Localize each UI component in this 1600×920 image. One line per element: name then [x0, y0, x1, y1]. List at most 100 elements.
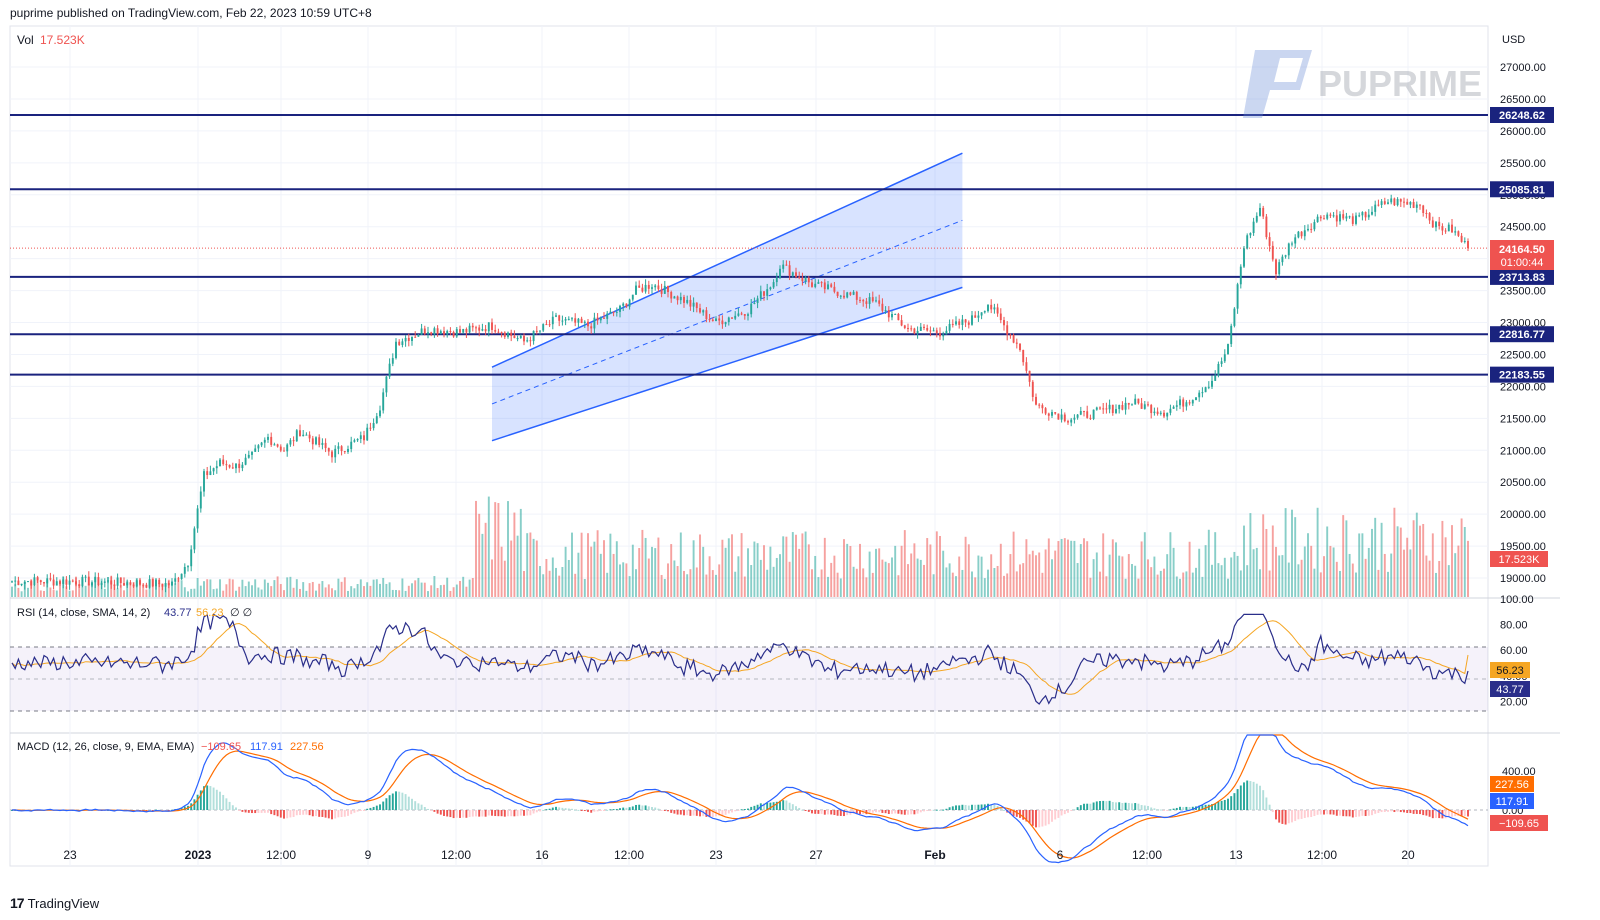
macd-hist-bar	[1255, 783, 1258, 810]
volume-bar	[286, 577, 289, 597]
volume-bar	[705, 574, 708, 597]
candle-body	[715, 318, 717, 322]
volume-bar	[1086, 541, 1089, 597]
volume-bar	[1364, 558, 1367, 597]
macd-hist-bar	[644, 805, 647, 810]
candle-body	[519, 335, 522, 339]
rsi-sma-badge-text: 56.23	[1496, 665, 1524, 677]
macd-hist-bar	[244, 810, 247, 813]
volume-bar	[203, 581, 205, 597]
candle-body	[1230, 325, 1233, 345]
volume-bar	[513, 512, 516, 597]
macd-value: 117.91	[250, 741, 283, 753]
volume-bar	[846, 543, 849, 597]
macd-hist-bar	[542, 809, 545, 811]
channel-lower-line[interactable]	[491, 286, 963, 442]
volume-bar	[417, 577, 420, 597]
candle-body	[151, 579, 154, 587]
candle-body	[1038, 404, 1041, 406]
candle-body	[766, 289, 769, 296]
volume-bar	[1351, 563, 1354, 597]
volume-bar	[1265, 528, 1268, 597]
volume-bar	[1031, 550, 1034, 597]
candle-body	[939, 332, 941, 337]
macd-hist-bar	[1175, 807, 1178, 810]
candle-body	[318, 437, 321, 445]
volume-bar	[1425, 555, 1428, 597]
macd-hist-bar	[462, 810, 465, 818]
candle-body	[1335, 215, 1338, 222]
volume-bar	[1115, 542, 1117, 597]
candle-body	[414, 336, 417, 338]
volume-bar	[1303, 546, 1306, 597]
volume-bar	[942, 550, 945, 597]
candle-body	[737, 313, 740, 316]
volume-bar	[1054, 550, 1057, 597]
macd-hist-bar	[724, 810, 727, 815]
candle-body	[164, 583, 167, 587]
candle-body	[1371, 211, 1373, 215]
volume-bar	[1012, 531, 1015, 597]
volume-bar	[36, 577, 39, 597]
candle-body	[1422, 205, 1425, 213]
macd-hist-bar	[513, 810, 516, 817]
macd-hist-bar	[977, 804, 980, 810]
volume-bar	[279, 584, 282, 597]
macd-hist-bar	[1428, 810, 1431, 817]
candle-body	[171, 581, 173, 586]
macd-hist-bar	[990, 804, 993, 810]
volume-bar	[996, 565, 999, 597]
candle-body	[596, 317, 599, 321]
volume-bar	[903, 530, 906, 597]
candle-body	[657, 285, 660, 290]
volume-bar	[1063, 538, 1066, 597]
macd-hist-bar	[215, 789, 218, 810]
volume-bar	[1383, 553, 1386, 597]
candle-body	[126, 582, 129, 586]
candle-body	[475, 327, 477, 329]
macd-hist-bar	[548, 808, 551, 810]
price-tick: 22000.00	[1500, 381, 1546, 393]
candle-body	[1182, 399, 1185, 407]
candle-body	[59, 581, 61, 584]
candle-body	[1265, 216, 1268, 238]
macd-hist-bar	[500, 810, 503, 817]
candle-body	[887, 310, 890, 318]
volume-bar	[817, 577, 820, 597]
volume-bar	[791, 532, 794, 597]
volume-bar	[359, 579, 362, 597]
chart-svg[interactable]: PUPRIME Vol 17.523K USD 27000.00 26500.00…	[0, 0, 1600, 880]
volume-bar	[1252, 549, 1255, 597]
volume-bar	[443, 584, 445, 597]
volume-bar	[1009, 554, 1012, 597]
candle-body	[987, 304, 989, 312]
candle-body	[1339, 214, 1341, 222]
candle-body	[174, 578, 177, 582]
volume-bar	[782, 536, 785, 597]
volume-bar	[1467, 540, 1469, 597]
macd-hist-bar	[1435, 810, 1437, 818]
macd-hist-bar	[999, 807, 1002, 810]
macd-hist-bar	[1051, 810, 1053, 822]
volume-bar	[11, 586, 13, 597]
macd-hist-bar	[923, 810, 925, 812]
volume-bar	[907, 564, 909, 597]
macd-hist-bar	[657, 808, 660, 810]
macd-line	[11, 734, 1469, 864]
macd-hist-bar	[337, 810, 340, 818]
candle-body	[321, 442, 324, 445]
macd-hist-bar	[305, 810, 308, 815]
volume-bar	[241, 579, 244, 597]
volume-bar	[1182, 572, 1185, 597]
candle-body	[1015, 342, 1018, 344]
candle-body	[139, 580, 141, 585]
volume-bar	[1022, 563, 1025, 597]
volume-bar	[1444, 537, 1447, 597]
volume-bar	[891, 557, 893, 597]
candle-body	[1070, 419, 1073, 423]
candle-body	[487, 322, 490, 332]
candle-body	[180, 573, 183, 580]
volume-bar	[1275, 546, 1277, 597]
macd-hist-bar	[1169, 809, 1172, 811]
candle-body	[1204, 387, 1207, 393]
